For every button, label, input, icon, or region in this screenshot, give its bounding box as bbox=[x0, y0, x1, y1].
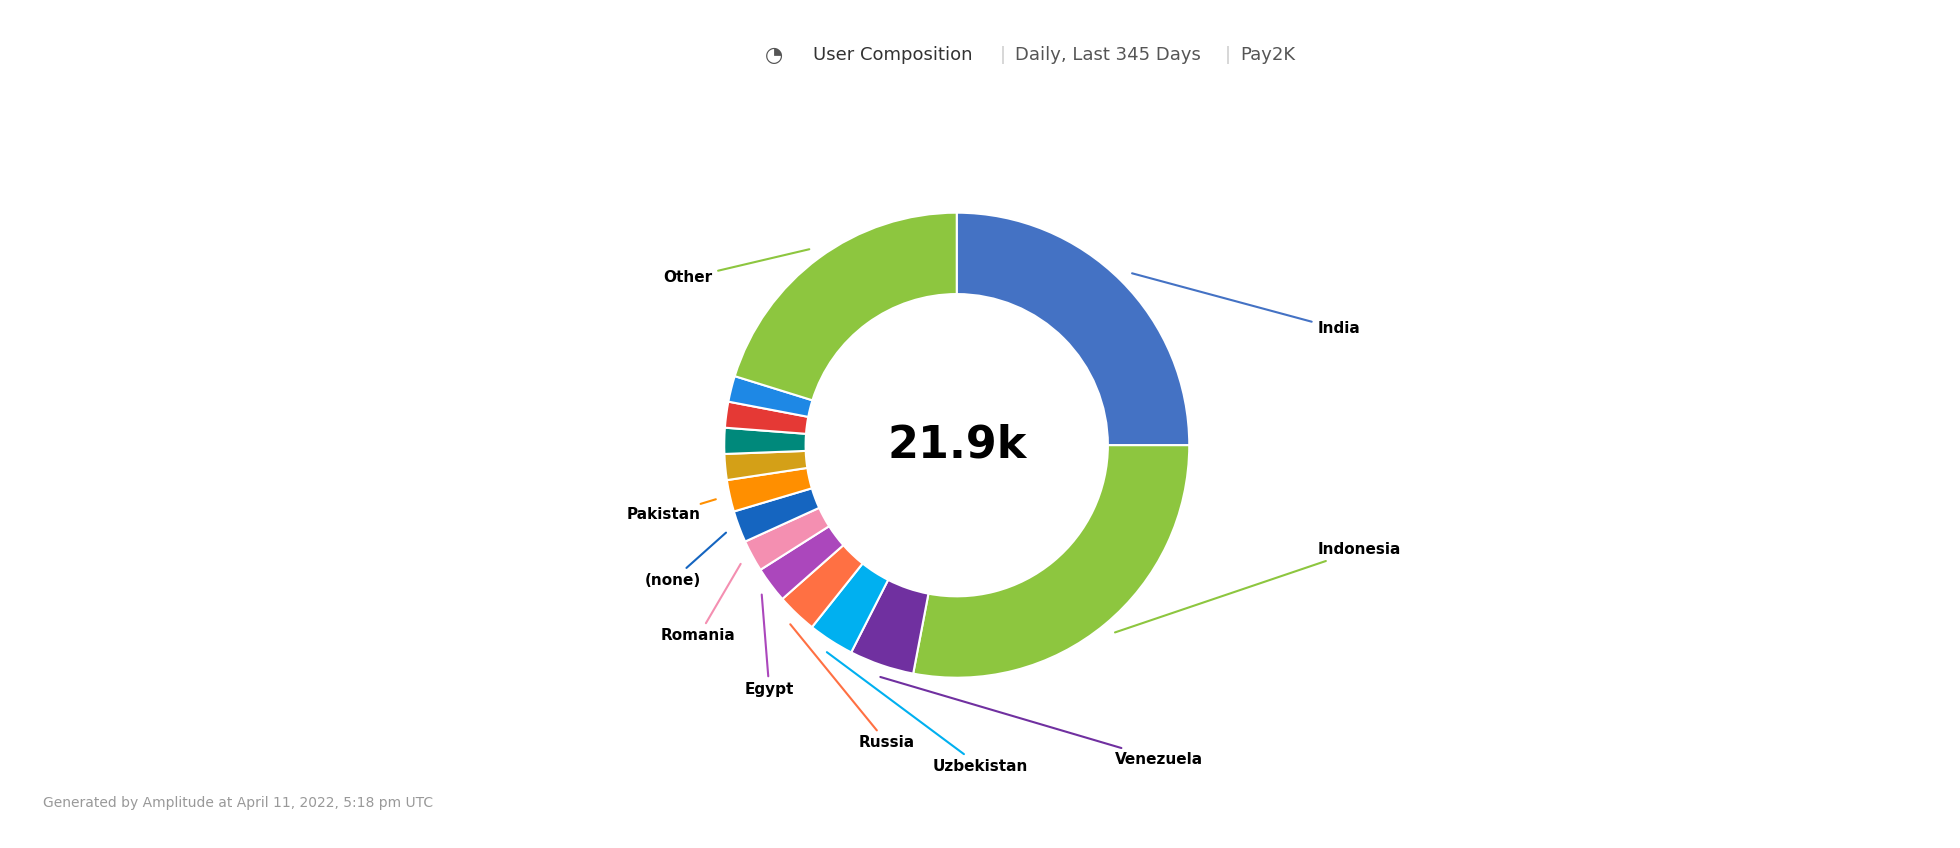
Text: Uzbekistan: Uzbekistan bbox=[827, 652, 1027, 773]
Wedge shape bbox=[725, 451, 808, 480]
Wedge shape bbox=[729, 377, 813, 417]
Wedge shape bbox=[725, 402, 808, 434]
Wedge shape bbox=[733, 488, 819, 542]
Wedge shape bbox=[782, 545, 862, 628]
Text: Generated by Amplitude at April 11, 2022, 5:18 pm UTC: Generated by Amplitude at April 11, 2022… bbox=[43, 795, 433, 810]
Wedge shape bbox=[811, 563, 888, 652]
Wedge shape bbox=[760, 526, 843, 599]
Wedge shape bbox=[851, 580, 929, 673]
Text: User Composition: User Composition bbox=[813, 46, 972, 64]
Wedge shape bbox=[725, 427, 806, 454]
Text: India: India bbox=[1133, 273, 1360, 337]
Text: Other: Other bbox=[664, 249, 809, 285]
Text: Romania: Romania bbox=[661, 564, 741, 644]
Wedge shape bbox=[727, 468, 811, 511]
Text: Daily, Last 345 Days: Daily, Last 345 Days bbox=[1015, 46, 1201, 64]
Wedge shape bbox=[913, 445, 1190, 678]
Text: Pay2K: Pay2K bbox=[1241, 46, 1296, 64]
Text: Russia: Russia bbox=[790, 624, 915, 750]
Text: |: | bbox=[1225, 46, 1231, 64]
Wedge shape bbox=[745, 508, 829, 570]
Text: ◔: ◔ bbox=[764, 45, 784, 65]
Text: 21.9k: 21.9k bbox=[888, 424, 1027, 466]
Text: Indonesia: Indonesia bbox=[1115, 543, 1401, 633]
Wedge shape bbox=[956, 213, 1190, 445]
Text: |: | bbox=[1000, 46, 1005, 64]
Text: Egypt: Egypt bbox=[745, 594, 794, 697]
Text: Venezuela: Venezuela bbox=[880, 677, 1203, 767]
Text: Pakistan: Pakistan bbox=[627, 499, 715, 522]
Wedge shape bbox=[735, 213, 956, 400]
Text: (none): (none) bbox=[645, 533, 725, 588]
